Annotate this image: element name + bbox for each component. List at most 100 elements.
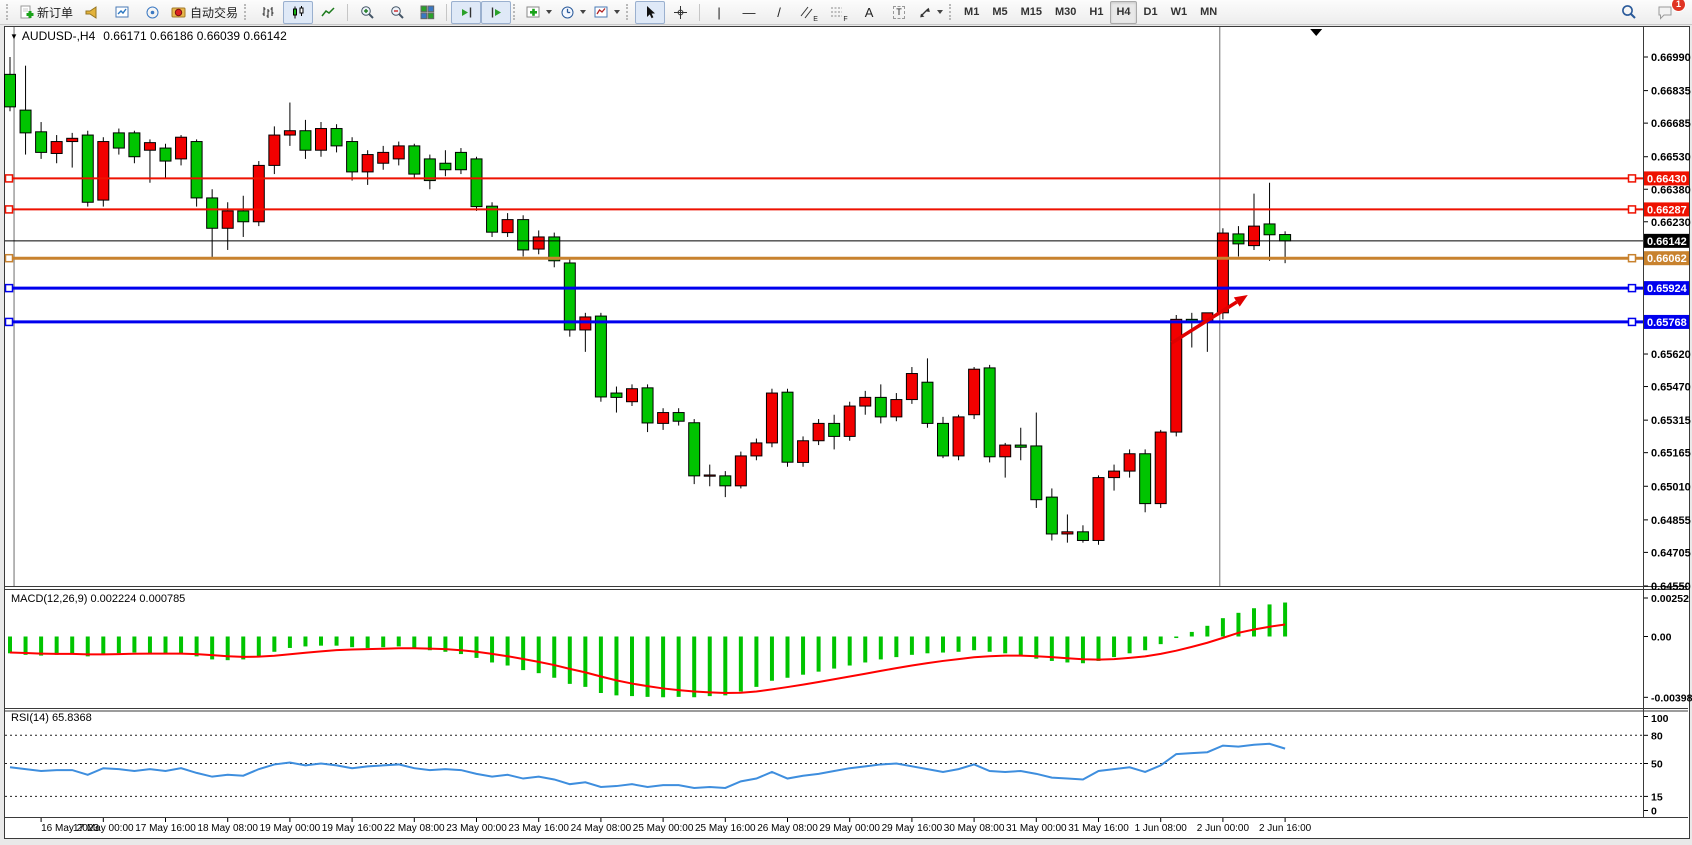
candle[interactable] bbox=[1279, 234, 1292, 242]
channel-tool-button[interactable]: E bbox=[794, 1, 824, 24]
fibonacci-tool-button[interactable]: F bbox=[824, 1, 854, 24]
timeframe-d1[interactable]: D1 bbox=[1143, 6, 1158, 18]
candle[interactable] bbox=[999, 444, 1012, 458]
timeframe-w1[interactable]: W1 bbox=[1170, 6, 1188, 18]
candle[interactable] bbox=[610, 392, 623, 398]
candle[interactable] bbox=[1263, 223, 1276, 236]
candle[interactable] bbox=[594, 315, 607, 398]
candle[interactable] bbox=[1045, 496, 1058, 535]
line-handle[interactable] bbox=[1627, 253, 1637, 263]
timeframe-m30[interactable]: M30 bbox=[1055, 6, 1077, 18]
candle[interactable] bbox=[703, 474, 716, 477]
periods-button[interactable] bbox=[556, 1, 590, 24]
candle[interactable] bbox=[299, 130, 312, 151]
candle[interactable] bbox=[657, 412, 670, 424]
candle[interactable] bbox=[641, 387, 654, 424]
candle[interactable] bbox=[19, 109, 32, 134]
bar-chart-mode-button[interactable] bbox=[253, 1, 283, 24]
candle[interactable] bbox=[1139, 453, 1152, 505]
candle[interactable] bbox=[237, 210, 250, 223]
candle[interactable] bbox=[1076, 531, 1089, 541]
candle[interactable] bbox=[688, 422, 701, 477]
candle[interactable] bbox=[828, 422, 841, 437]
candle[interactable] bbox=[470, 158, 483, 208]
candle[interactable] bbox=[750, 442, 763, 457]
timeframe-h1[interactable]: H1 bbox=[1089, 6, 1104, 18]
candle[interactable] bbox=[377, 151, 390, 164]
candle[interactable] bbox=[408, 145, 421, 175]
candle[interactable] bbox=[1154, 431, 1167, 505]
arrows-tool-button[interactable] bbox=[914, 1, 947, 24]
hline-tool-button[interactable]: — bbox=[734, 1, 764, 24]
line-handle[interactable] bbox=[4, 317, 14, 327]
candle[interactable] bbox=[50, 141, 63, 154]
timeframe-m1[interactable]: M1 bbox=[964, 6, 980, 18]
line-handle[interactable] bbox=[4, 283, 14, 293]
cursor-tool-button[interactable] bbox=[635, 0, 666, 24]
line-handle[interactable] bbox=[4, 205, 14, 214]
text-tool-button[interactable]: A bbox=[854, 1, 884, 24]
candle[interactable] bbox=[221, 210, 234, 229]
vline-tool-button[interactable]: | bbox=[704, 1, 734, 24]
candle[interactable] bbox=[206, 197, 219, 229]
candle[interactable] bbox=[1092, 477, 1105, 541]
candle[interactable] bbox=[734, 455, 747, 487]
candle[interactable] bbox=[35, 131, 48, 153]
arrow-head-icon[interactable] bbox=[1233, 295, 1248, 307]
candle[interactable] bbox=[159, 147, 172, 162]
indicators-button[interactable] bbox=[522, 1, 556, 24]
candle[interactable] bbox=[66, 137, 79, 143]
line-handle[interactable] bbox=[1627, 317, 1637, 327]
candle[interactable] bbox=[859, 396, 872, 407]
candle[interactable] bbox=[283, 130, 296, 136]
chart-shift-button[interactable] bbox=[481, 0, 512, 24]
candle[interactable] bbox=[97, 141, 110, 201]
candle[interactable] bbox=[765, 392, 778, 444]
templates-button[interactable] bbox=[590, 1, 624, 24]
candle[interactable] bbox=[330, 128, 343, 147]
candle[interactable] bbox=[1030, 445, 1043, 501]
notifications-button[interactable]: 1 bbox=[1650, 0, 1686, 24]
collapse-arrow-icon[interactable]: ▼ bbox=[10, 32, 18, 41]
timeframe-m5[interactable]: M5 bbox=[992, 6, 1008, 18]
candle[interactable] bbox=[1014, 444, 1027, 448]
notification-badge[interactable]: 1 bbox=[1671, 0, 1686, 12]
candle[interactable] bbox=[1123, 453, 1136, 472]
line-handle[interactable] bbox=[4, 253, 14, 263]
line-handle[interactable] bbox=[4, 174, 14, 183]
candle[interactable] bbox=[1248, 225, 1260, 247]
candle[interactable] bbox=[1216, 232, 1229, 314]
candle[interactable] bbox=[501, 219, 514, 234]
candle[interactable] bbox=[983, 367, 996, 458]
new-chart-button[interactable] bbox=[107, 1, 137, 24]
candle[interactable] bbox=[486, 205, 499, 233]
candle[interactable] bbox=[874, 396, 887, 418]
market-watch-button[interactable] bbox=[137, 1, 167, 24]
candle[interactable] bbox=[175, 136, 188, 160]
candle[interactable] bbox=[579, 316, 592, 331]
sound-button[interactable] bbox=[77, 1, 107, 24]
candle[interactable] bbox=[143, 142, 156, 151]
candle[interactable] bbox=[812, 422, 825, 442]
candle[interactable] bbox=[548, 236, 561, 262]
new-order-button[interactable]: 新订单 bbox=[15, 1, 77, 24]
trendline-tool-button[interactable]: / bbox=[764, 1, 794, 24]
timeframe-mn[interactable]: MN bbox=[1200, 6, 1218, 18]
candle[interactable] bbox=[392, 145, 405, 160]
candle[interactable] bbox=[968, 368, 981, 416]
candle[interactable] bbox=[626, 388, 638, 403]
text-label-tool-button[interactable]: T bbox=[884, 1, 914, 24]
candle[interactable] bbox=[952, 416, 965, 457]
timeframe-m15[interactable]: M15 bbox=[1020, 6, 1042, 18]
zoom-in-button[interactable] bbox=[352, 1, 382, 24]
candle[interactable] bbox=[315, 128, 327, 151]
candle[interactable] bbox=[439, 162, 452, 171]
candle[interactable] bbox=[128, 132, 141, 158]
candle[interactable] bbox=[937, 422, 949, 457]
candlesticks[interactable] bbox=[4, 57, 1292, 545]
candle[interactable] bbox=[672, 412, 685, 422]
candle[interactable] bbox=[112, 132, 125, 149]
line-handle[interactable] bbox=[1627, 205, 1637, 214]
candle[interactable] bbox=[81, 134, 94, 203]
